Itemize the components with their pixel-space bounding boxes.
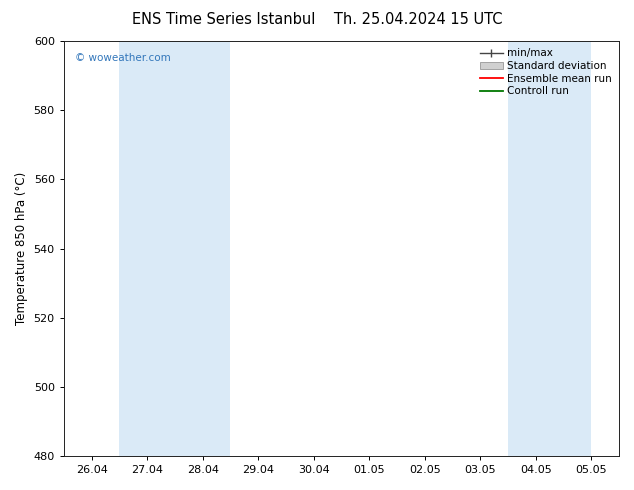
- Text: ENS Time Series Istanbul    Th. 25.04.2024 15 UTC: ENS Time Series Istanbul Th. 25.04.2024 …: [132, 12, 502, 27]
- Bar: [508, 41, 592, 456]
- Bar: [119, 41, 230, 456]
- Legend: min/max, Standard deviation, Ensemble mean run, Controll run: min/max, Standard deviation, Ensemble me…: [478, 46, 614, 98]
- Text: © woweather.com: © woweather.com: [75, 53, 171, 64]
- Y-axis label: Temperature 850 hPa (°C): Temperature 850 hPa (°C): [15, 172, 28, 325]
